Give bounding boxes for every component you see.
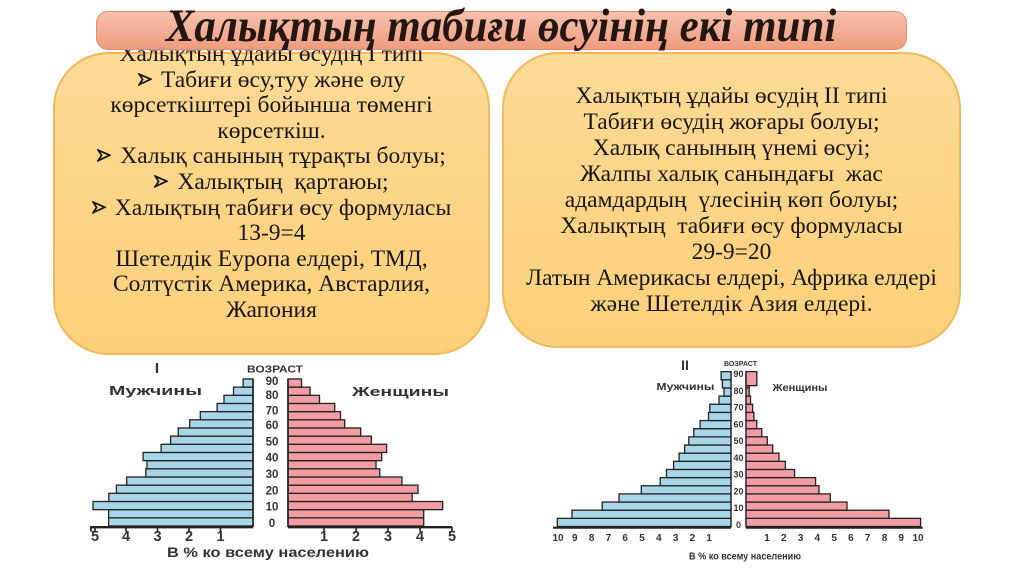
- svg-text:7: 7: [865, 533, 871, 544]
- svg-text:Женщины: Женщины: [771, 383, 827, 394]
- svg-text:2: 2: [352, 529, 360, 545]
- svg-text:II: II: [681, 357, 689, 373]
- svg-text:ВОЗРАСТ: ВОЗРАСТ: [724, 359, 757, 368]
- svg-text:50: 50: [733, 436, 743, 446]
- svg-text:3: 3: [384, 529, 392, 545]
- svg-text:I: I: [155, 360, 159, 377]
- svg-text:8: 8: [589, 533, 595, 544]
- svg-text:4: 4: [416, 529, 424, 545]
- svg-text:90: 90: [266, 376, 279, 388]
- svg-text:60: 60: [733, 419, 743, 429]
- svg-text:0: 0: [736, 520, 741, 530]
- svg-text:70: 70: [733, 403, 743, 413]
- svg-text:5: 5: [639, 533, 645, 544]
- svg-text:90: 90: [733, 369, 743, 379]
- svg-text:0: 0: [269, 518, 275, 530]
- svg-text:5: 5: [448, 529, 456, 545]
- svg-text:10: 10: [912, 533, 924, 544]
- svg-text:2: 2: [690, 533, 696, 544]
- svg-text:3: 3: [153, 529, 161, 545]
- svg-text:40: 40: [266, 453, 279, 465]
- svg-text:6: 6: [848, 533, 854, 544]
- svg-text:10: 10: [733, 503, 743, 513]
- svg-text:Мужчины: Мужчины: [656, 382, 714, 393]
- svg-text:20: 20: [266, 485, 279, 497]
- svg-text:ВОЗРАСТ: ВОЗРАСТ: [247, 364, 304, 376]
- svg-text:1: 1: [764, 533, 770, 544]
- svg-text:4: 4: [122, 529, 130, 545]
- svg-text:9: 9: [898, 533, 904, 544]
- svg-text:10: 10: [552, 533, 564, 544]
- svg-text:7: 7: [606, 533, 612, 544]
- svg-text:50: 50: [266, 436, 279, 448]
- svg-text:Мужчины: Мужчины: [109, 384, 202, 398]
- svg-text:1: 1: [320, 529, 328, 545]
- svg-text:3: 3: [798, 533, 804, 544]
- svg-text:70: 70: [266, 406, 279, 418]
- svg-text:8: 8: [882, 533, 888, 544]
- svg-text:80: 80: [733, 386, 743, 396]
- svg-text:5: 5: [91, 529, 99, 545]
- svg-text:Женщины: Женщины: [350, 385, 449, 399]
- svg-text:3: 3: [673, 533, 679, 544]
- svg-text:20: 20: [733, 486, 743, 496]
- svg-text:2: 2: [781, 533, 787, 544]
- svg-text:6: 6: [622, 533, 628, 544]
- svg-text:В % ко всему населению: В % ко всему населению: [167, 545, 369, 560]
- svg-text:В % ко всему населению: В % ко всему населению: [689, 551, 801, 563]
- svg-text:1: 1: [706, 533, 712, 544]
- svg-text:60: 60: [266, 420, 279, 432]
- svg-text:2: 2: [185, 529, 193, 545]
- svg-text:30: 30: [733, 470, 743, 480]
- svg-text:40: 40: [733, 453, 743, 463]
- svg-text:4: 4: [815, 533, 821, 544]
- svg-text:9: 9: [572, 533, 578, 544]
- svg-text:10: 10: [266, 502, 279, 514]
- svg-text:4: 4: [656, 533, 662, 544]
- svg-text:1: 1: [216, 529, 224, 545]
- svg-text:5: 5: [831, 533, 837, 544]
- svg-text:80: 80: [266, 390, 279, 402]
- svg-text:30: 30: [266, 469, 279, 481]
